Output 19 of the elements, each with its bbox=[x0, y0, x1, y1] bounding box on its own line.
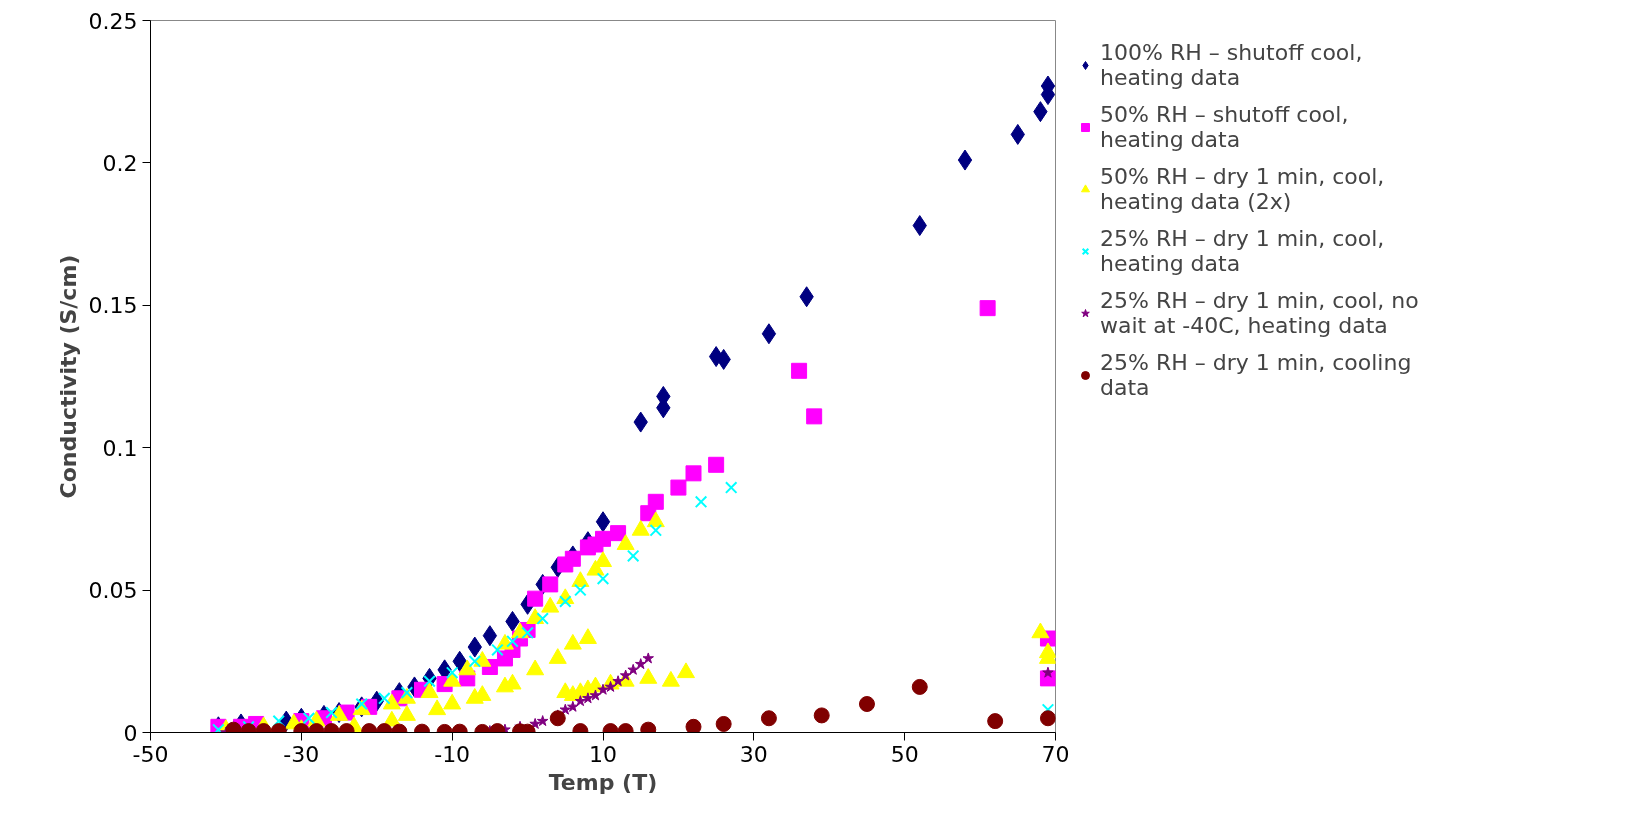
legend-label: 50% RH – dry 1 min, cool, heating data (2x) bbox=[1100, 164, 1385, 214]
legend-label: 25% RH – dry 1 min, cooling data bbox=[1100, 350, 1412, 400]
y-tick-label: 0.2 bbox=[102, 150, 138, 176]
x-tick-label: 10 bbox=[589, 741, 617, 767]
legend-label: 100% RH – shutoff cool, heating data bbox=[1100, 40, 1363, 90]
x-tick-label: 30 bbox=[739, 741, 768, 767]
x-tick-label: -10 bbox=[434, 741, 471, 767]
legend-label: 25% RH – dry 1 min, cool, heating data bbox=[1100, 226, 1385, 276]
y-tick-label: 0.1 bbox=[102, 435, 138, 461]
y-tick-label: 0.05 bbox=[88, 578, 138, 604]
x-axis-title: Temp (T) bbox=[548, 769, 658, 795]
y-tick-label: 0.15 bbox=[88, 293, 138, 319]
legend-label: 50% RH – shutoff cool, heating data bbox=[1100, 102, 1349, 152]
x-tick-label: 50 bbox=[890, 741, 919, 767]
x-tick-label: 70 bbox=[1041, 741, 1070, 767]
x-tick-label: -30 bbox=[283, 741, 320, 767]
legend-label: 25% RH – dry 1 min, cool, no wait at -40C, heating data bbox=[1100, 288, 1419, 338]
y-axis-title: Conductivity (S/cm) bbox=[55, 254, 81, 499]
y-tick-label: 0.25 bbox=[88, 8, 138, 34]
